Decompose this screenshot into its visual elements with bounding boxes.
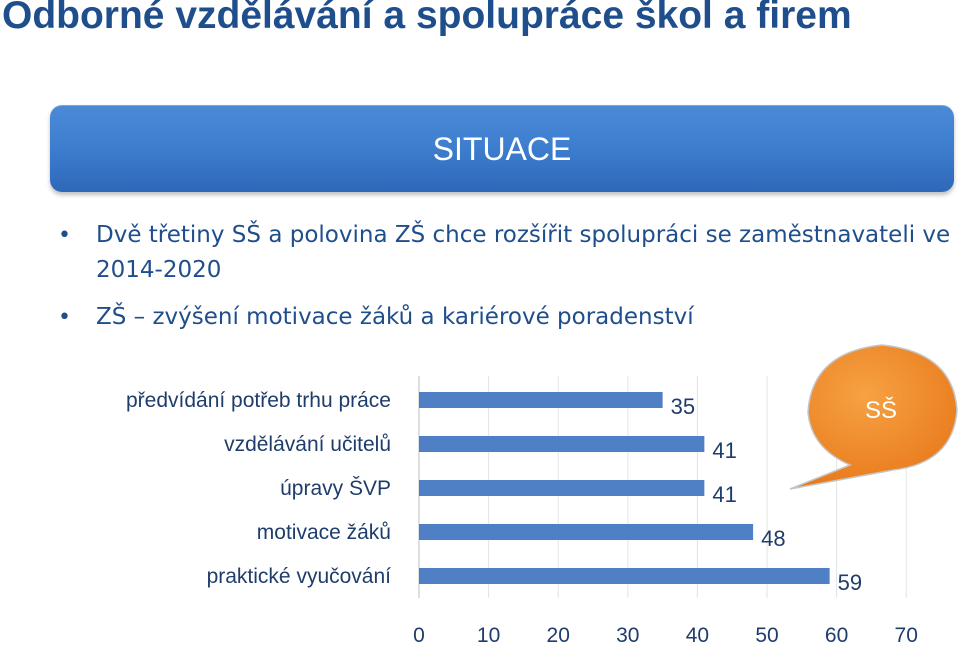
x-tick-label: 60 bbox=[825, 624, 848, 645]
bullet-item: • ZŠ – zvýšení motivace žáků a kariérové… bbox=[58, 300, 958, 335]
bullet-list: • Dvě třetiny SŠ a polovina ZŠ chce rozš… bbox=[58, 218, 958, 347]
category-label: praktické vyučování bbox=[207, 565, 392, 588]
bullet-text: Dvě třetiny SŠ a polovina ZŠ chce rozšíř… bbox=[96, 222, 951, 283]
x-tick-label: 20 bbox=[547, 624, 570, 645]
bar bbox=[419, 568, 830, 584]
category-label: vzdělávání učitelů bbox=[224, 433, 391, 456]
data-label: 41 bbox=[712, 438, 736, 463]
callout-shape bbox=[789, 344, 958, 490]
bar bbox=[419, 480, 705, 496]
x-tick-label: 0 bbox=[413, 624, 425, 645]
bullet-dot-icon: • bbox=[58, 223, 71, 248]
bar bbox=[419, 524, 754, 540]
bar bbox=[419, 392, 663, 408]
bar-chart: předvídání potřeb trhu práce 35 vzdělávání… bbox=[126, 376, 918, 645]
category-label: úpravy ŠVP bbox=[280, 477, 391, 500]
situation-banner: SITUACE bbox=[50, 105, 954, 192]
x-tick-label: 10 bbox=[477, 624, 500, 645]
data-label: 59 bbox=[838, 570, 862, 595]
bullet-text: ZŠ – zvýšení motivace žáků a kariérové p… bbox=[96, 304, 694, 330]
bullet-dot-icon: • bbox=[58, 305, 71, 330]
category-label: motivace žáků bbox=[257, 521, 391, 544]
data-label: 41 bbox=[712, 482, 736, 507]
x-tick-label: 70 bbox=[895, 624, 918, 645]
data-label: 48 bbox=[761, 526, 785, 551]
x-tick-label: 50 bbox=[755, 624, 778, 645]
bullet-item: • Dvě třetiny SŠ a polovina ZŠ chce rozš… bbox=[58, 218, 958, 288]
x-tick-label: 30 bbox=[616, 624, 639, 645]
bar bbox=[419, 436, 705, 452]
data-label: 35 bbox=[671, 394, 695, 419]
category-label: předvídání potřeb trhu práce bbox=[126, 389, 391, 412]
banner-label: SITUACE bbox=[432, 131, 572, 167]
x-tick-label: 40 bbox=[686, 624, 709, 645]
slide-title: Odborné vzdělávání a spolupráce škol a f… bbox=[2, 0, 852, 37]
callout-label: SŠ bbox=[865, 396, 897, 424]
